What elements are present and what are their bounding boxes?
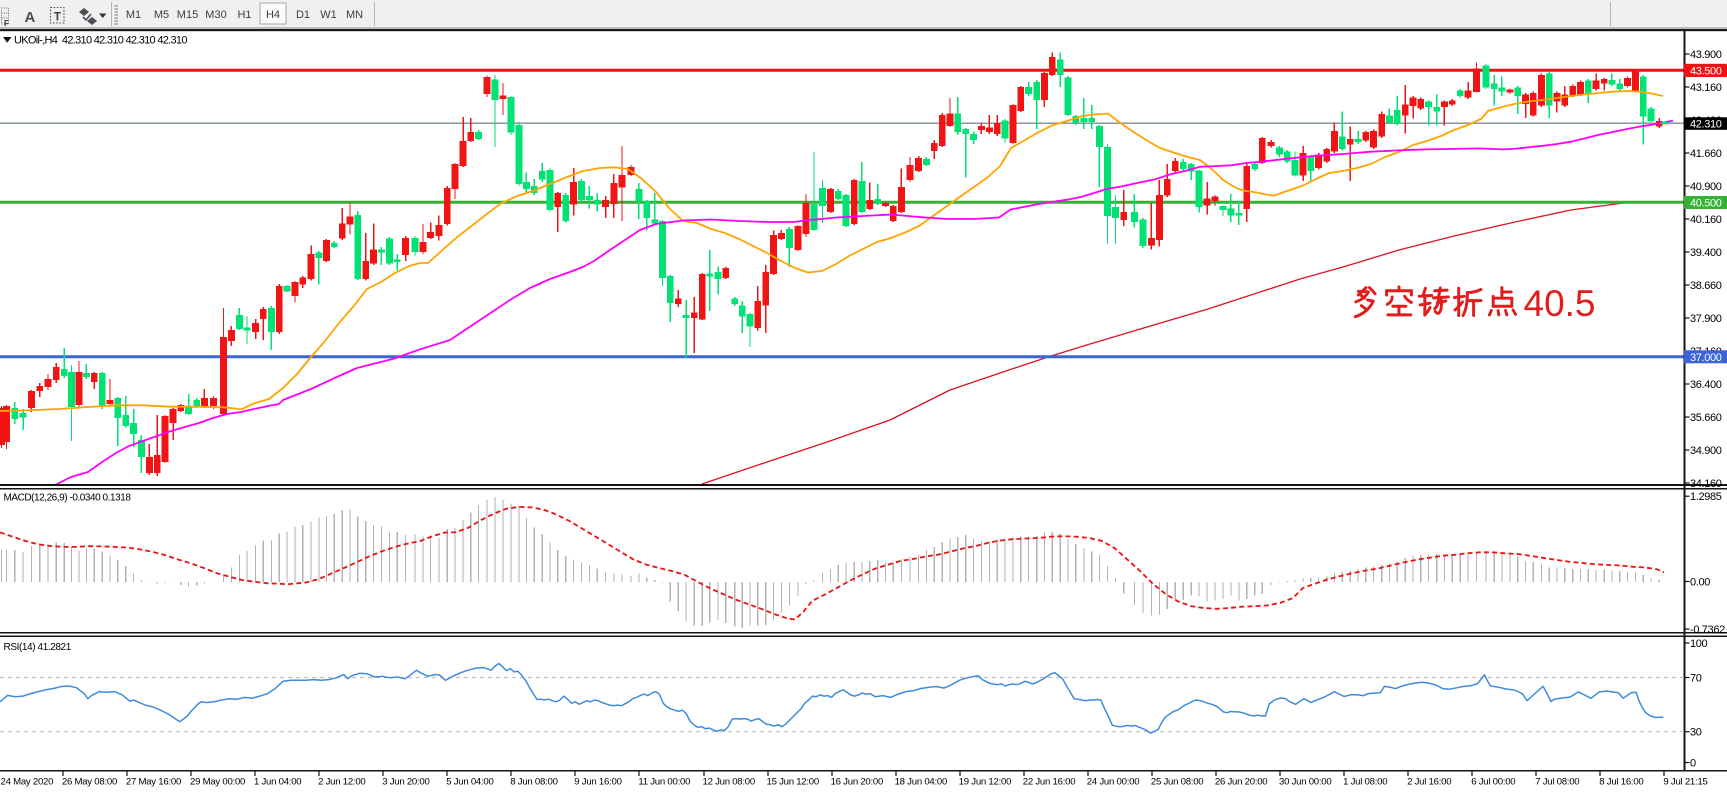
svg-text:43.160: 43.160 xyxy=(1690,82,1722,94)
svg-text:100: 100 xyxy=(1690,638,1708,650)
svg-text:6 Jul 00:00: 6 Jul 00:00 xyxy=(1471,777,1515,788)
svg-text:M1: M1 xyxy=(126,9,141,21)
svg-text:16 Jun 20:00: 16 Jun 20:00 xyxy=(831,777,883,788)
svg-text:27 May 16:00: 27 May 16:00 xyxy=(126,777,181,788)
svg-text:F: F xyxy=(4,19,9,28)
svg-text:9 Jun 16:00: 9 Jun 16:00 xyxy=(574,777,621,788)
svg-text:40.900: 40.900 xyxy=(1690,181,1722,193)
svg-text:25 Jun 08:00: 25 Jun 08:00 xyxy=(1151,777,1203,788)
svg-text:41.660: 41.660 xyxy=(1690,148,1722,160)
svg-text:34.900: 34.900 xyxy=(1690,445,1722,457)
svg-text:A: A xyxy=(25,9,36,26)
svg-text:70: 70 xyxy=(1690,673,1702,685)
svg-text:M5: M5 xyxy=(154,9,169,21)
svg-text:H4: H4 xyxy=(266,9,280,21)
svg-text:30 Jun 00:00: 30 Jun 00:00 xyxy=(1279,777,1331,788)
svg-text:26 May 08:00: 26 May 08:00 xyxy=(62,777,117,788)
svg-text:M30: M30 xyxy=(205,9,226,21)
svg-text:19 Jun 12:00: 19 Jun 12:00 xyxy=(959,777,1011,788)
svg-text:2 Jun 12:00: 2 Jun 12:00 xyxy=(318,777,365,788)
svg-text:8 Jun 08:00: 8 Jun 08:00 xyxy=(510,777,557,788)
svg-text:0.00: 0.00 xyxy=(1690,577,1710,589)
svg-text:T: T xyxy=(54,10,62,24)
svg-text:38.660: 38.660 xyxy=(1690,280,1722,292)
svg-text:15 Jun 12:00: 15 Jun 12:00 xyxy=(767,777,819,788)
svg-text:7 Jul 08:00: 7 Jul 08:00 xyxy=(1535,777,1579,788)
svg-text:37.900: 37.900 xyxy=(1690,313,1722,325)
svg-text:42.310: 42.310 xyxy=(1690,119,1722,131)
svg-text:26 Jun 20:00: 26 Jun 20:00 xyxy=(1215,777,1267,788)
svg-text:8 Jul 16:00: 8 Jul 16:00 xyxy=(1599,777,1643,788)
svg-text:30: 30 xyxy=(1690,727,1702,739)
svg-text:1.2985: 1.2985 xyxy=(1690,491,1722,503)
svg-text:9 Jul 21:15: 9 Jul 21:15 xyxy=(1663,777,1707,788)
svg-text:34.160: 34.160 xyxy=(1690,478,1722,490)
svg-text:UKOil-,H4 42.310 42.310 42.31: UKOil-,H4 42.310 42.310 42.310 42.310 xyxy=(14,35,187,47)
svg-text:24 Jun 00:00: 24 Jun 00:00 xyxy=(1087,777,1139,788)
svg-text:1 Jun 04:00: 1 Jun 04:00 xyxy=(254,777,301,788)
svg-text:40.500: 40.500 xyxy=(1690,198,1722,210)
svg-text:2 Jul 16:00: 2 Jul 16:00 xyxy=(1407,777,1451,788)
svg-text:3 Jun 20:00: 3 Jun 20:00 xyxy=(382,777,429,788)
svg-text:35.660: 35.660 xyxy=(1690,412,1722,424)
svg-text:W1: W1 xyxy=(320,9,337,21)
svg-text:5 Jun 04:00: 5 Jun 04:00 xyxy=(446,777,493,788)
svg-text:40.160: 40.160 xyxy=(1690,214,1722,226)
svg-text:D1: D1 xyxy=(296,9,310,21)
svg-text:12 Jun 08:00: 12 Jun 08:00 xyxy=(703,777,755,788)
svg-text:RSI(14) 41.2821: RSI(14) 41.2821 xyxy=(4,642,72,653)
svg-text:37.000: 37.000 xyxy=(1690,352,1722,364)
svg-text:18 Jun 04:00: 18 Jun 04:00 xyxy=(895,777,947,788)
svg-text:40.5: 40.5 xyxy=(1524,283,1596,324)
svg-text:0: 0 xyxy=(1690,758,1696,770)
svg-text:22 Jun 16:00: 22 Jun 16:00 xyxy=(1023,777,1075,788)
svg-text:MN: MN xyxy=(346,9,363,21)
svg-text:36.400: 36.400 xyxy=(1690,379,1722,391)
svg-text:39.400: 39.400 xyxy=(1690,247,1722,259)
svg-text:MACD(12,26,9) -0.0340 0.1318: MACD(12,26,9) -0.0340 0.1318 xyxy=(4,493,132,504)
svg-text:29 May 00:00: 29 May 00:00 xyxy=(190,777,245,788)
svg-text:M15: M15 xyxy=(177,9,198,21)
svg-text:24 May 2020: 24 May 2020 xyxy=(1,777,54,788)
svg-text:43.900: 43.900 xyxy=(1690,49,1722,61)
svg-text:1 Jul 08:00: 1 Jul 08:00 xyxy=(1343,777,1387,788)
svg-text:-0.7362: -0.7362 xyxy=(1690,624,1725,636)
svg-text:11 Jun 00:00: 11 Jun 00:00 xyxy=(638,777,690,788)
svg-text:43.500: 43.500 xyxy=(1690,65,1722,77)
svg-text:H1: H1 xyxy=(237,9,251,21)
